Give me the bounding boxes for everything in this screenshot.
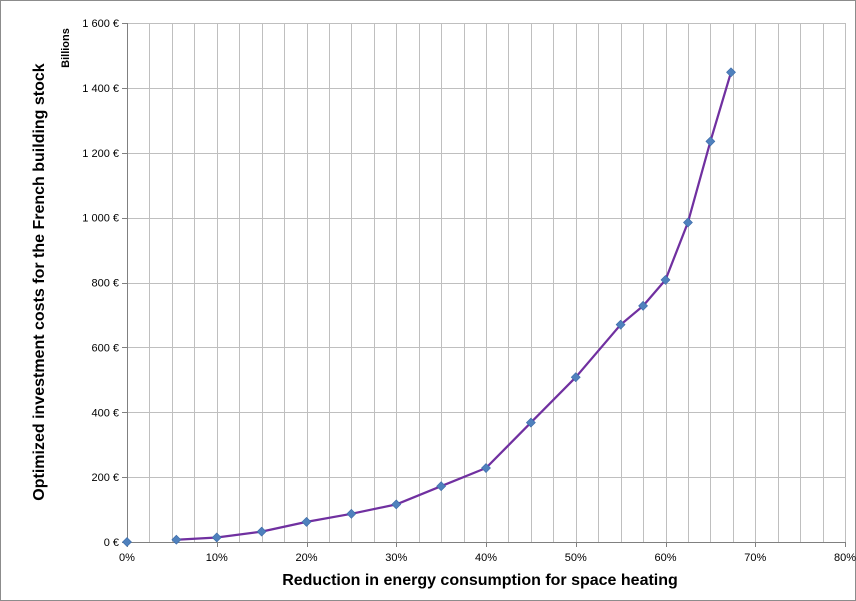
y-tick-label: 1 200 € bbox=[82, 148, 119, 160]
y-tick-label: 0 € bbox=[104, 537, 119, 549]
data-point bbox=[525, 417, 536, 428]
data-point bbox=[660, 274, 671, 285]
y-tick-label: 200 € bbox=[91, 472, 119, 484]
data-point bbox=[726, 67, 736, 78]
y-tick-label: 1 600 € bbox=[82, 18, 119, 30]
x-tick-label: 40% bbox=[475, 552, 497, 564]
x-tick-label: 60% bbox=[654, 552, 676, 564]
x-axis-title: Reduction in energy consumption for spac… bbox=[282, 572, 678, 589]
data-point bbox=[211, 532, 222, 543]
x-tick-label: 20% bbox=[295, 552, 317, 564]
x-tick-label: 0% bbox=[119, 552, 135, 564]
data-point bbox=[346, 508, 357, 519]
x-tick-label: 50% bbox=[565, 552, 587, 564]
data-point bbox=[481, 463, 491, 473]
y-tick-label: 800 € bbox=[91, 278, 119, 290]
data-point bbox=[638, 300, 648, 311]
y-unit-label: Billions bbox=[60, 28, 72, 68]
data-point bbox=[122, 537, 132, 547]
data-point bbox=[615, 319, 626, 330]
x-tick-label: 10% bbox=[206, 552, 228, 564]
x-tick-label: 70% bbox=[744, 552, 766, 564]
data-point bbox=[391, 499, 402, 510]
y-tick-label: 400 € bbox=[91, 407, 119, 419]
x-tick-labels: 0% 10% 20% 30% 40% 50% 60% 70% 80% bbox=[119, 552, 856, 564]
data-markers bbox=[122, 67, 736, 547]
data-point bbox=[570, 372, 581, 383]
grid-lines bbox=[127, 23, 846, 542]
data-point bbox=[301, 516, 312, 527]
y-tick-label: 1 000 € bbox=[82, 213, 119, 225]
y-tick-label: 1 400 € bbox=[82, 83, 119, 95]
x-tick-label: 80% bbox=[834, 552, 856, 564]
series-line bbox=[176, 71, 733, 541]
data-point bbox=[436, 481, 447, 492]
data-point bbox=[171, 534, 182, 545]
y-tick-label: 600 € bbox=[91, 342, 119, 354]
data-point bbox=[683, 217, 693, 228]
y-tick-labels: 0 € 200 € 400 € 600 € 800 € 1 000 € 1 200 € 1 4… bbox=[82, 18, 119, 549]
y-axis-title: Optimized investment costs for the Frenc… bbox=[31, 63, 48, 500]
x-tick-label: 30% bbox=[385, 552, 407, 564]
data-point bbox=[705, 136, 716, 147]
series-investment-costs bbox=[176, 71, 733, 541]
data-point bbox=[256, 526, 267, 537]
